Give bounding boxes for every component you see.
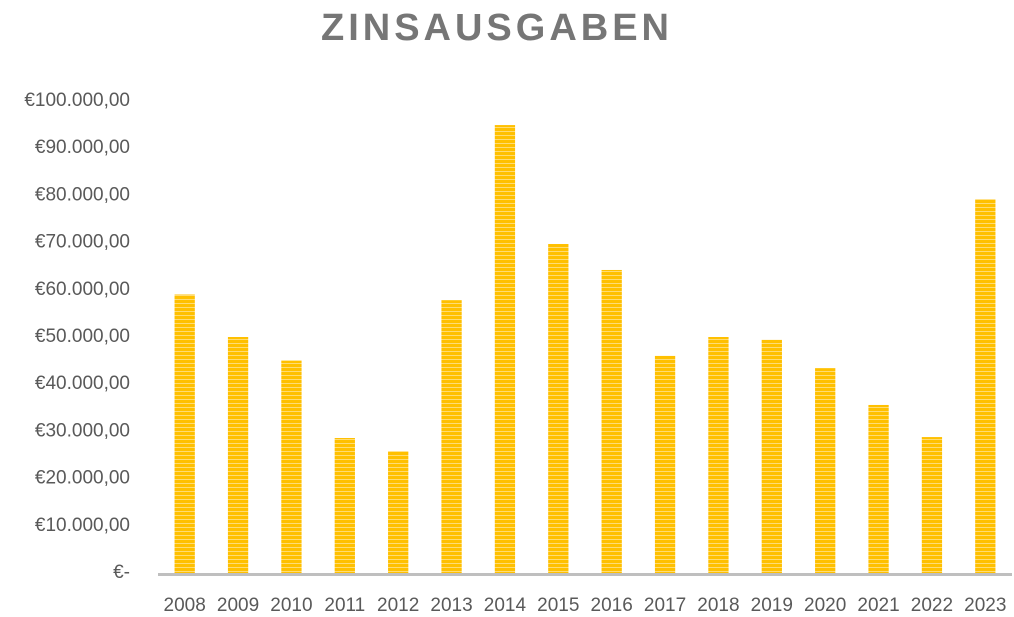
bar [761, 339, 782, 573]
y-tick-label: €20.000,00 [35, 468, 130, 489]
chart-title: ZINSAUSGABEN [321, 7, 673, 49]
y-tick-label: €10.000,00 [35, 515, 130, 536]
bar [868, 404, 889, 573]
bar [654, 355, 676, 573]
y-tick-label: €- [113, 562, 130, 583]
x-tick-label: 2013 [430, 595, 472, 616]
bar [174, 294, 195, 573]
bar [975, 199, 996, 573]
x-tick-label: 2011 [324, 595, 365, 616]
bar [921, 437, 943, 573]
y-tick-label: €40.000,00 [35, 373, 130, 394]
y-tick-label: €80.000,00 [35, 184, 130, 205]
x-tick-label: 2015 [537, 595, 579, 616]
y-tick-label: €90.000,00 [35, 137, 130, 158]
x-tick-label: 2009 [217, 595, 259, 616]
y-tick-label: €100.000,00 [24, 90, 130, 111]
bar [441, 300, 462, 573]
bar [601, 269, 622, 573]
x-tick-label: 2017 [644, 595, 686, 616]
x-tick-label: 2008 [164, 595, 206, 616]
bar [388, 451, 409, 573]
bar [548, 244, 569, 574]
y-tick-label: €30.000,00 [35, 420, 130, 441]
bar [281, 360, 302, 573]
x-tick-label: 2020 [804, 595, 846, 616]
x-tick-label: 2023 [964, 595, 1006, 616]
x-tick-label: 2012 [377, 595, 419, 616]
bar [494, 125, 516, 574]
y-tick-label: €70.000,00 [35, 232, 130, 253]
bar [815, 368, 836, 573]
x-tick-label: 2022 [911, 595, 953, 616]
x-tick-label: 2019 [751, 595, 793, 616]
bar [227, 337, 249, 573]
bar [334, 438, 355, 573]
x-tick-label: 2021 [857, 595, 899, 616]
bar [708, 337, 729, 573]
x-tick-label: 2010 [270, 595, 312, 616]
y-tick-label: €60.000,00 [35, 279, 130, 300]
x-tick-label: 2018 [697, 595, 739, 616]
x-tick-label: 2014 [484, 595, 527, 616]
y-tick-label: €50.000,00 [35, 326, 130, 347]
x-tick-label: 2016 [591, 595, 633, 616]
